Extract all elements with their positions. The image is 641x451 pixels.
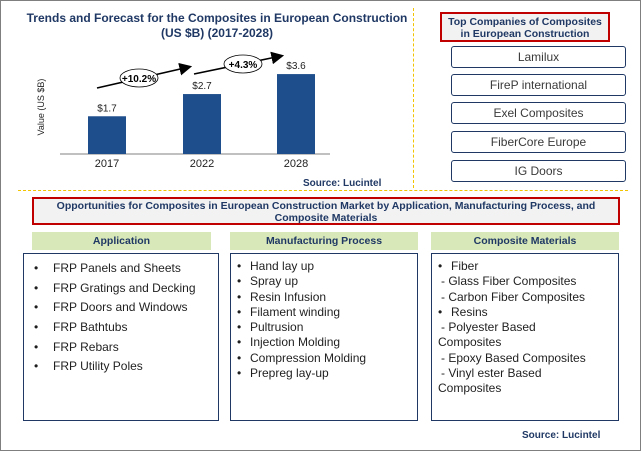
materials-header: Composite Materials [431, 232, 619, 250]
growth-label-2: +4.3% [229, 60, 258, 71]
x-tick-label-2022: 2022 [190, 158, 214, 170]
application-header: Application [32, 232, 211, 250]
company-item: Lamilux [451, 46, 626, 68]
x-tick-label-2028: 2028 [284, 158, 308, 170]
company-item: IG Doors [451, 160, 626, 182]
list-item: - Vinyl ester Based [441, 366, 542, 381]
list-item: • FRP Rebars [34, 339, 119, 354]
list-item: - Epoxy Based Composites [441, 350, 586, 365]
materials-box [431, 253, 619, 421]
list-item: • Resin Infusion [237, 289, 327, 304]
opportunities-title: Opportunities for Composites in European… [32, 197, 620, 225]
list-item: • Injection Molding [237, 335, 341, 350]
x-tick-label-2017: 2017 [95, 158, 119, 170]
list-item: • FRP Doors and Windows [34, 300, 188, 315]
opportunities-source: Source: Lucintel [522, 430, 601, 441]
list-item: • Filament winding [237, 304, 341, 319]
list-item: • Pultrusion [237, 320, 304, 335]
list-item: • Resins [438, 304, 488, 319]
manufacturing-box [230, 253, 418, 421]
list-item: • Compression Molding [237, 350, 367, 365]
list-item: - Glass Fiber Composites [441, 274, 577, 289]
value-label-2028: $3.6 [286, 61, 306, 72]
growth-bubble-2 [223, 54, 263, 74]
growth-bubble-1 [119, 68, 159, 88]
bar-2017 [88, 116, 126, 154]
company-item: FireP international [451, 74, 626, 96]
manufacturing-header: Manufacturing Process [230, 232, 418, 250]
list-item: Composites [438, 381, 502, 396]
list-item: • Spray up [237, 274, 299, 289]
application-list: • FRP Panels and Sheets • FRP Gratings and … [34, 261, 196, 379]
manufacturing-list: • Hand lay up • Spray up • Resin Infusion • Fil… [237, 259, 366, 381]
list-item: • Prepreg lay-up [237, 366, 329, 381]
value-label-2017: $1.7 [97, 103, 117, 114]
list-item: • Fiber [438, 259, 479, 273]
list-item: • FRP Gratings and Decking [34, 280, 196, 295]
materials-list: • Fiber - Glass Fiber Composites - Carbon F… [438, 259, 586, 397]
company-item: Exel Composites [451, 102, 626, 124]
chart-title-line2: (US $B) (2017-2028) [160, 26, 274, 40]
horizontal-divider [18, 190, 628, 191]
list-item: • FRP Panels and Sheets [34, 261, 181, 275]
chart-source: Source: Lucintel [303, 178, 382, 189]
list-item: • FRP Bathtubs [34, 320, 128, 335]
list-item: • Hand lay up [237, 259, 315, 273]
chart-title: Trends and Forecast for the Composites i… [22, 11, 412, 41]
bar-2022 [183, 94, 221, 154]
list-item: - Polyester Based [441, 320, 536, 335]
value-label-2022: $2.7 [192, 81, 212, 92]
list-item: • FRP Utility Poles [34, 359, 143, 374]
chart-title-line1: Trends and Forecast for the Composites i… [26, 11, 408, 25]
list-item: Composites [438, 335, 502, 350]
application-box [23, 253, 219, 421]
growth-label-1: +10.2% [122, 74, 156, 85]
list-item: - Carbon Fiber Composites [441, 289, 586, 304]
vertical-divider [413, 8, 414, 188]
company-item: FiberCore Europe [451, 131, 626, 153]
bar-2028 [277, 74, 315, 154]
top-companies-title: Top Companies of Composites in European … [440, 12, 610, 42]
